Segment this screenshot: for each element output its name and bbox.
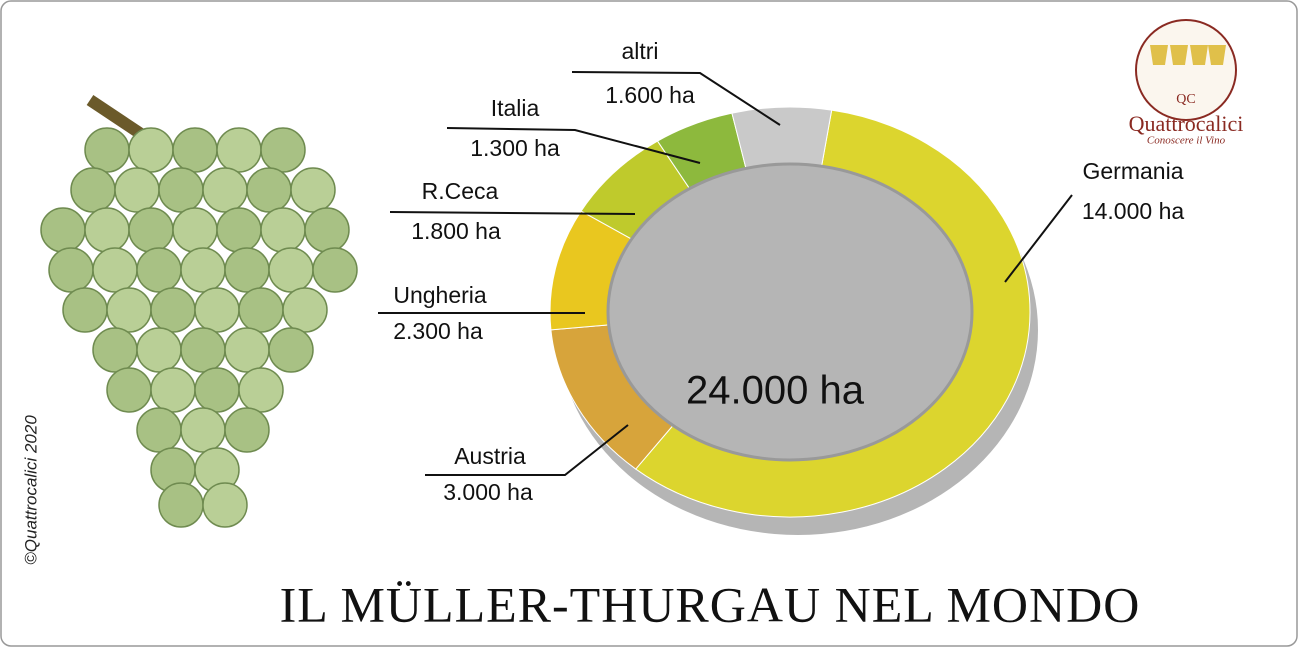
value-label: 3.000 ha: [443, 479, 533, 505]
total-label: 24.000 ha: [686, 369, 865, 413]
grape: [92, 327, 138, 373]
grape: [158, 482, 204, 528]
grape-illustration: [40, 95, 358, 528]
logo-glasses: [1150, 45, 1226, 65]
grape: [150, 367, 196, 413]
logo-name: Quattrocalici: [1129, 111, 1244, 136]
grape: [202, 482, 248, 528]
grape: [180, 407, 226, 453]
grape: [114, 167, 160, 213]
grape: [194, 287, 240, 333]
category-label: altri: [621, 38, 658, 64]
logo-tagline: Conoscere il Vino: [1147, 135, 1226, 147]
value-label: 1.300 ha: [470, 135, 560, 161]
value-label: 1.600 ha: [605, 82, 695, 108]
donut: [549, 106, 1038, 535]
grape: [268, 247, 314, 293]
grape: [268, 327, 314, 373]
value-label: 14.000 ha: [1082, 198, 1185, 224]
leader-line: [425, 424, 629, 476]
grape: [304, 207, 350, 253]
grape: [246, 167, 292, 213]
chart-title: IL MÜLLER-THURGAU NEL MONDO: [280, 576, 1141, 632]
grape: [180, 247, 226, 293]
grape: [128, 127, 174, 173]
grape: [238, 287, 284, 333]
grape: [40, 207, 86, 253]
grape: [224, 407, 270, 453]
donut-segment: [731, 106, 833, 169]
grape: [172, 127, 218, 173]
grape: [202, 167, 248, 213]
category-label: Italia: [491, 95, 540, 121]
grape: [260, 127, 306, 173]
grape: [172, 207, 218, 253]
grape: [106, 287, 152, 333]
logo: QC Quattrocalici Conoscere il Vino: [1129, 19, 1244, 147]
category-label: R.Ceca: [422, 178, 499, 204]
grape: [180, 327, 226, 373]
grape: [106, 367, 152, 413]
leader-line: [1004, 194, 1073, 283]
grape: [158, 167, 204, 213]
grape: [136, 327, 182, 373]
logo-initials: QC: [1176, 92, 1195, 107]
grape: [224, 327, 270, 373]
grape: [48, 247, 94, 293]
grape: [136, 407, 182, 453]
copyright: ©Quattrocalici 2020: [21, 415, 40, 565]
grape: [136, 247, 182, 293]
grape: [84, 207, 130, 253]
grape: [312, 247, 358, 293]
grape: [92, 247, 138, 293]
category-label: Ungheria: [393, 282, 487, 308]
grape: [216, 127, 262, 173]
grape: [290, 167, 336, 213]
grape: [194, 367, 240, 413]
category-label: Austria: [454, 443, 526, 469]
leader-line: [571, 71, 781, 126]
leader-line: [389, 211, 636, 215]
value-label: 2.300 ha: [393, 318, 483, 344]
leader-line: [446, 127, 701, 164]
grape: [84, 127, 130, 173]
grape: [260, 207, 306, 253]
grape: [150, 287, 196, 333]
grape: [282, 287, 328, 333]
grape: [70, 167, 116, 213]
grape: [62, 287, 108, 333]
grape: [128, 207, 174, 253]
donut-inner-shadow: [606, 162, 974, 462]
category-label: Germania: [1083, 158, 1184, 184]
grape: [216, 207, 262, 253]
grape: [224, 247, 270, 293]
grape: [238, 367, 284, 413]
value-label: 1.800 ha: [411, 218, 501, 244]
